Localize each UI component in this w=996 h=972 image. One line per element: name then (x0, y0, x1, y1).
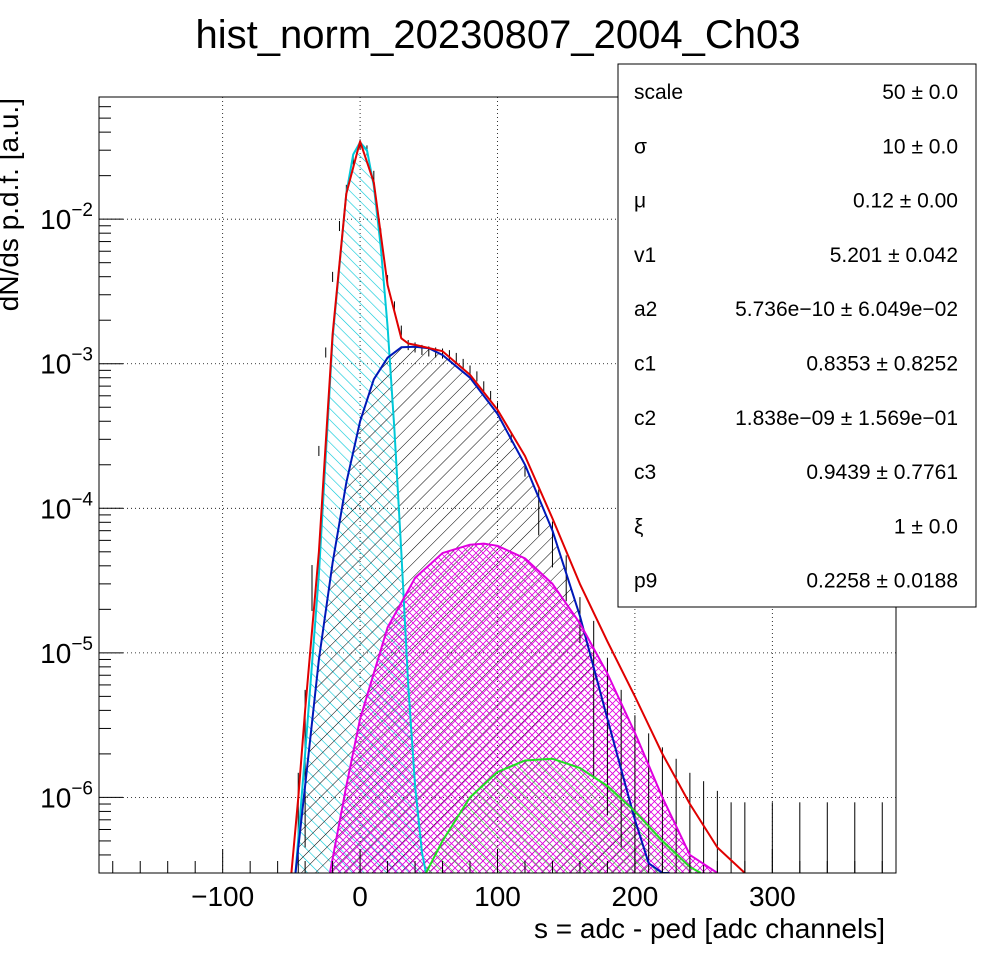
x-tick-label: 200 (612, 881, 659, 912)
stat-value: 5.736e−10 ± 6.049e−02 (735, 298, 958, 321)
stat-label: ξ (634, 515, 643, 538)
y-tick-label: 10−3 (40, 345, 93, 380)
curve-line-3 (425, 757, 702, 873)
y-tick-label: 10−2 (40, 200, 93, 235)
stat-label: p9 (634, 570, 657, 593)
x-axis-label: s = adc - ped [adc channels] (534, 913, 885, 944)
x-tick-label: 300 (749, 881, 796, 912)
stat-value: 1.838e−09 ± 1.569e−01 (735, 407, 958, 430)
stat-value: 0.9439 ± 0.7761 (806, 461, 958, 484)
y-axis-ticks: 10−2 10−3 10−4 10−5 10−6 (40, 96, 123, 874)
curve-lines (290, 140, 746, 873)
stat-value: 0.2258 ± 0.0188 (806, 570, 958, 593)
stat-value: 0.12 ± 0.00 (853, 190, 958, 213)
y-axis-label: dN/ds p.d.f. [a.u.] (0, 98, 24, 311)
stat-value: 5.201 ± 0.042 (830, 244, 958, 267)
stat-label: a2 (634, 298, 657, 321)
stat-label: v1 (634, 244, 656, 267)
curve-line-2 (328, 542, 718, 873)
stat-label: scale (634, 81, 683, 104)
fit-stats-box: scale 50 ± 0.0 σ 10 ± 0.0 μ 0.12 ± 0.00 v1 5.20… (617, 63, 977, 608)
curve-fill-2 (329, 543, 718, 873)
curve-fill-3 (426, 758, 701, 873)
chart-title: hist_norm_20230807_2004_Ch03 (196, 13, 801, 57)
stat-value: 10 ± 0.0 (882, 135, 958, 158)
x-tick-label: −100 (191, 881, 254, 912)
y-tick-label: 10−6 (40, 778, 93, 813)
stat-label: σ (634, 135, 647, 158)
stat-label: c1 (634, 353, 656, 376)
stat-label: c3 (634, 461, 656, 484)
stat-value: 1 ± 0.0 (894, 515, 958, 538)
stat-value: 50 ± 0.0 (882, 81, 958, 104)
curve-line-4 (290, 140, 746, 873)
stat-label: c2 (634, 407, 656, 430)
curve-line-1 (294, 345, 670, 873)
curve-fills (295, 142, 718, 873)
y-tick-label: 10−4 (40, 489, 93, 524)
y-tick-label: 10−5 (40, 634, 93, 669)
x-tick-label: 100 (474, 881, 521, 912)
x-tick-label: 0 (352, 881, 368, 912)
stat-value: 0.8353 ± 0.8252 (806, 353, 958, 376)
stat-label: μ (634, 190, 646, 213)
x-axis-ticks: −100 0 100 200 300 (112, 849, 883, 912)
stats-box-frame (617, 63, 977, 608)
